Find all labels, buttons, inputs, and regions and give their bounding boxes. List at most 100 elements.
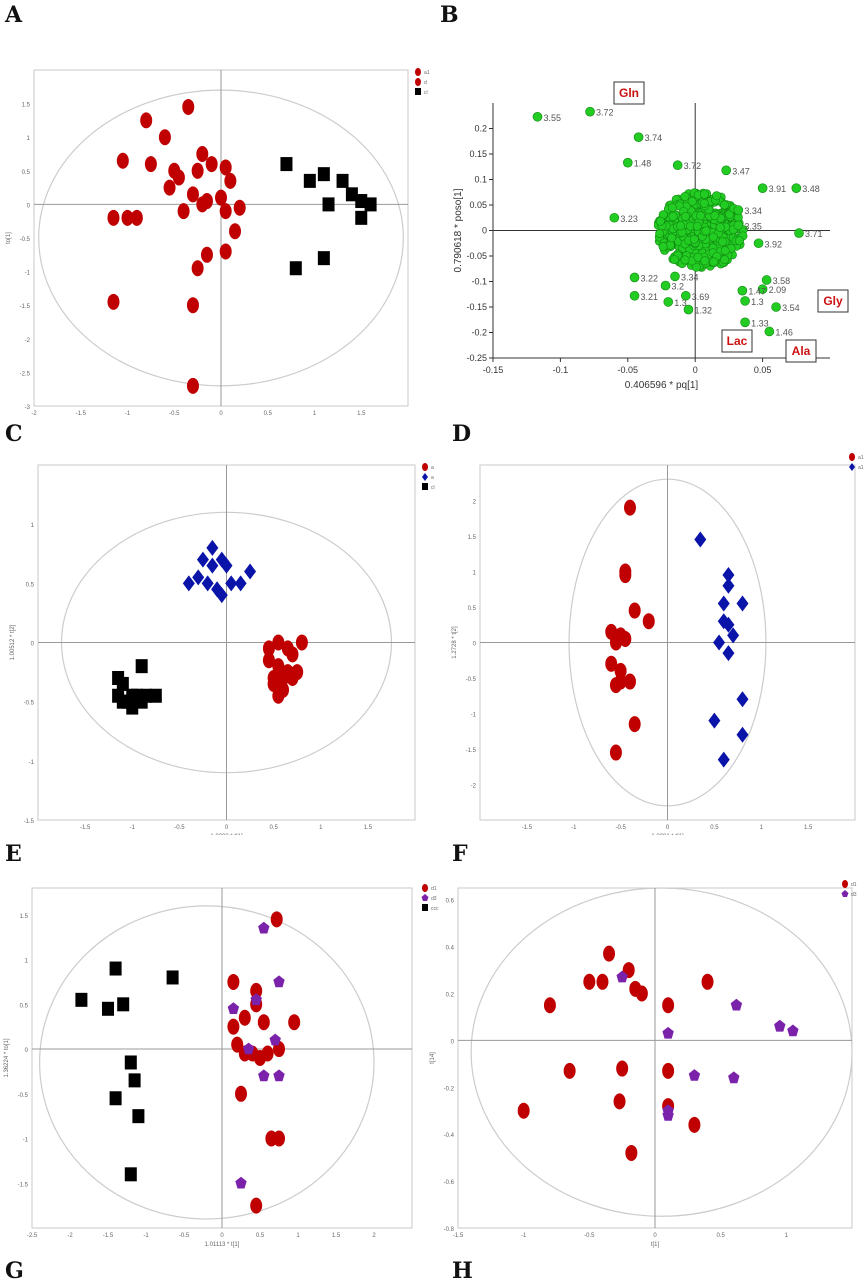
x-tick-label: -1 [143, 1233, 149, 1239]
loading-point [687, 196, 697, 206]
x-tick-label: -1.5 [76, 411, 87, 415]
scatter-point-a [206, 557, 219, 574]
loading-point [691, 262, 701, 272]
loading-point [689, 234, 699, 244]
legend-label: d1 [431, 886, 437, 892]
scatter-point-a1 [116, 152, 129, 169]
x-tick-label: 0 [219, 411, 223, 415]
loading-point [753, 238, 764, 249]
y-tick-label: -1 [29, 760, 35, 766]
scatter-point-d3 [258, 1069, 270, 1082]
y-tick-label: -1.5 [466, 748, 477, 754]
x-axis-label: 1.0081 * t[1] [651, 834, 684, 835]
loading-point [683, 304, 694, 315]
scatter-point-ccc [75, 992, 88, 1007]
loading-point [794, 228, 804, 238]
scatter-point-d1 [613, 1093, 626, 1110]
loading-point-label: 3.35 [744, 221, 762, 231]
loading-point-label: 3.47 [732, 166, 750, 176]
scatter-point-a [220, 557, 233, 574]
x-tick-label: 1.5 [364, 825, 373, 831]
y-tick-label: 0.4 [446, 946, 455, 952]
scatter-point-d1 [257, 1014, 270, 1031]
scatter-point-a1 [196, 146, 209, 162]
scatter-point-d1 [273, 1130, 285, 1147]
loading-point [700, 256, 710, 266]
scatter-point-a [286, 646, 299, 663]
scatter-point-a [267, 675, 280, 692]
y-tick-label: 1 [25, 959, 29, 965]
scatter-point-a [234, 575, 247, 592]
x-tick-label: 1 [319, 825, 323, 831]
scatter-point-d3 [787, 1024, 799, 1037]
x-tick-label: 0 [666, 825, 670, 831]
scatter-point-a1 [708, 712, 721, 729]
scatter-point-a1 [177, 203, 190, 220]
legend-swatch [422, 463, 428, 471]
loading-point-label: 3.72 [596, 108, 614, 118]
scatter-point-a [225, 575, 238, 592]
y-tick-label: 0.05 [469, 200, 487, 210]
scatter-point-a1 [219, 159, 232, 176]
legend-label: cl [431, 485, 435, 491]
panel-label-g: G [5, 1258, 24, 1284]
scatter-point-a [272, 658, 285, 675]
legend-swatch [841, 890, 849, 897]
loading-point [761, 275, 772, 285]
scatter-point-ccc [102, 1001, 114, 1016]
legend-label: a1 [858, 455, 864, 461]
metabolite-annotation-box [721, 329, 753, 353]
y-tick-label: 1.5 [20, 914, 29, 920]
scatter-point-a [244, 563, 257, 580]
scatter-point-a1 [619, 567, 632, 584]
legend-label: a [431, 475, 434, 481]
y-tick-label: 0 [25, 1048, 29, 1054]
y-tick-label: -2.5 [20, 371, 31, 377]
loading-point [719, 200, 729, 210]
scatter-point-a1 [191, 260, 204, 277]
loading-point-label: 3.34 [744, 206, 762, 216]
metabolite-annotation-label: Gly [823, 294, 843, 308]
scatter-point-cl [116, 676, 129, 691]
scatter-point-d1 [238, 1009, 251, 1026]
scatter-point-a1 [722, 645, 735, 662]
loading-point [680, 290, 691, 301]
y-tick-label: 0 [482, 226, 487, 236]
x-tick-label: -1 [130, 825, 136, 831]
scatter-point-d1 [250, 1197, 263, 1214]
loading-point [699, 198, 709, 208]
scatter-point-d1 [625, 1144, 638, 1161]
x-tick-label: -0.5 [615, 825, 626, 831]
scatter-point-cl [126, 688, 139, 703]
x-tick-label: -2.5 [27, 1233, 38, 1239]
legend-swatch [422, 483, 428, 490]
scatter-point-ccc [124, 1167, 137, 1182]
panel-label-b: B [440, 2, 459, 28]
y-tick-label: 1 [27, 136, 31, 142]
legend-swatch [415, 88, 421, 95]
y-tick-label: -1.5 [24, 819, 35, 825]
scatter-point-a1 [158, 129, 171, 146]
scatter-point-cl [135, 694, 148, 709]
y-tick-label: 0.1 [474, 175, 487, 185]
scatter-point-d1 [270, 911, 283, 928]
x-tick-label: 1 [296, 1233, 300, 1239]
scatter-point-d1 [603, 945, 616, 962]
scatter-point-d3 [235, 1176, 247, 1189]
scatter-point-d3 [728, 1071, 740, 1084]
scatter-point-d3 [688, 1069, 701, 1081]
loading-point-label: 3.91 [769, 184, 787, 194]
scatter-point-cl [280, 157, 293, 172]
legend-swatch [849, 453, 855, 461]
y-tick-label: 0.5 [20, 1003, 29, 1009]
chart-panel-f: -1.5 -1 -0.5 0 0.5 1 -0.8 -0.6 -0.4 -0.2 0 0.2 0.4 0.… [430, 880, 857, 1248]
loading-point [757, 183, 768, 193]
scatter-point-ccc [166, 970, 179, 985]
loading-point [757, 284, 768, 294]
scatter-point-cl [303, 173, 316, 188]
loading-point [712, 191, 722, 201]
scatter-point-a1 [717, 613, 730, 630]
scatter-point-a [196, 551, 209, 568]
legend-swatch [422, 884, 428, 892]
y-tick-label: 1 [473, 571, 477, 577]
